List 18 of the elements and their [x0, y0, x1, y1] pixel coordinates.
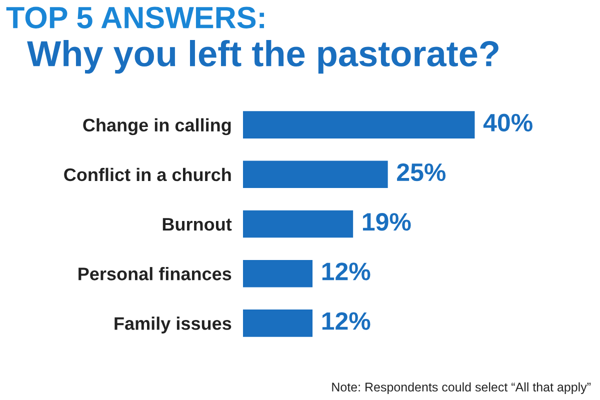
chart-title: TOP 5 ANSWERS: — [6, 6, 264, 28]
data-label: 12% — [322, 262, 370, 280]
data-label: 25% — [397, 163, 446, 182]
bar — [243, 260, 313, 288]
chart-subtitle: Why you left the pastorate? — [27, 40, 498, 74]
bar — [243, 111, 475, 138]
y-tick-label: Change in calling — [83, 118, 231, 136]
y-tick-label: Conflict in a church — [64, 168, 231, 182]
y-tick-label: Family issues — [114, 316, 232, 334]
bar — [243, 160, 388, 188]
y-tick-label: Burnout — [162, 218, 232, 231]
text: Note: Respondents could select “All that apply” — [332, 382, 591, 394]
bar — [243, 310, 313, 337]
bar — [243, 210, 354, 238]
data-label: 19% — [362, 213, 411, 231]
data-label: 40% — [483, 114, 532, 132]
data-label: 12% — [322, 312, 370, 330]
y-tick-label: Personal finances — [78, 267, 232, 280]
